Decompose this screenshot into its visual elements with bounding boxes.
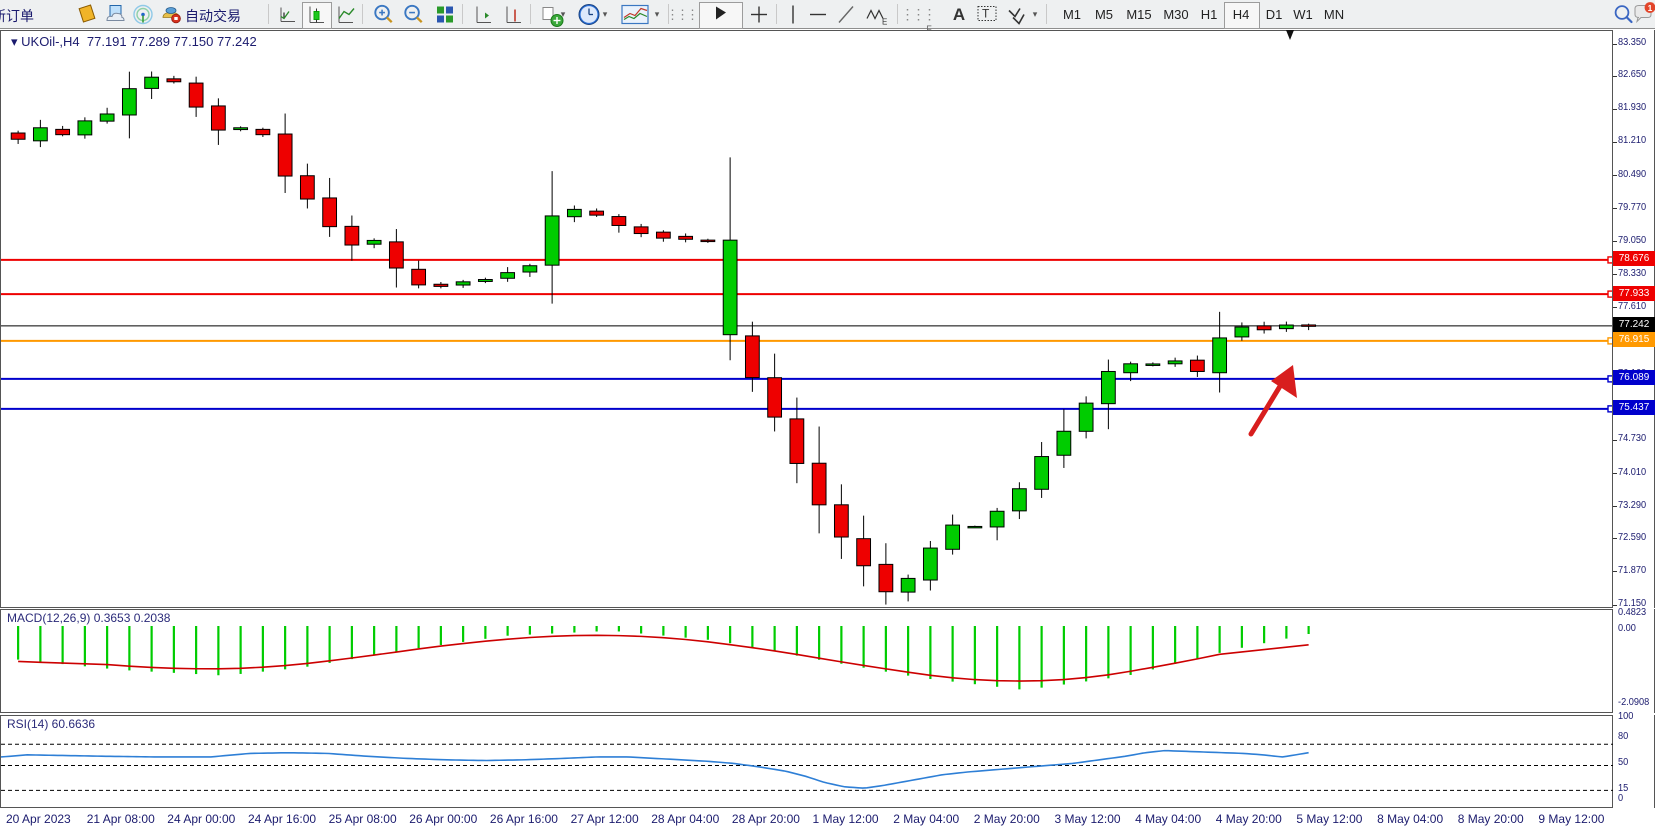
svg-text:1: 1 [1648,3,1653,13]
svg-text:T: T [982,7,990,21]
svg-text:E: E [882,18,887,27]
